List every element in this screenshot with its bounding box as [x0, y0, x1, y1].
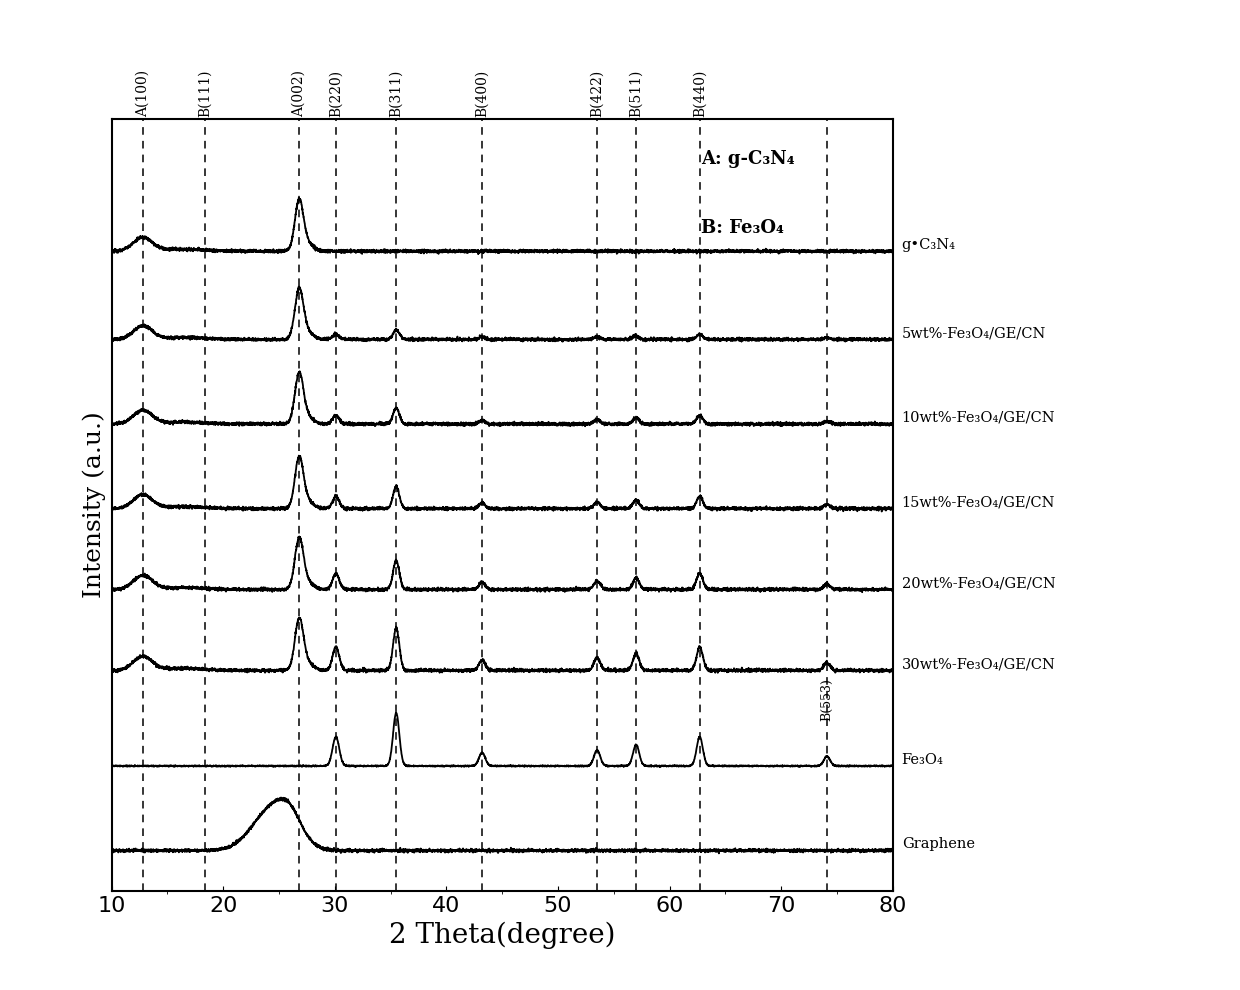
Y-axis label: Intensity (a.u.): Intensity (a.u.) [83, 412, 107, 598]
Text: 5wt%-Fe₃O₄/GE/CN: 5wt%-Fe₃O₄/GE/CN [901, 326, 1047, 341]
Text: B(400): B(400) [475, 70, 489, 118]
X-axis label: 2 Theta(degree): 2 Theta(degree) [389, 922, 615, 948]
Text: 20wt%-Fe₃O₄/GE/CN: 20wt%-Fe₃O₄/GE/CN [901, 576, 1055, 590]
Text: A: g-C₃N₄: A: g-C₃N₄ [702, 149, 795, 167]
Text: B(220): B(220) [329, 70, 343, 118]
Text: B(422): B(422) [590, 70, 604, 118]
Text: A(002): A(002) [293, 70, 306, 118]
Text: Fe₃O₄: Fe₃O₄ [901, 752, 944, 766]
Text: A(100): A(100) [136, 70, 150, 118]
Text: 15wt%-Fe₃O₄/GE/CN: 15wt%-Fe₃O₄/GE/CN [901, 495, 1055, 509]
Text: B(511): B(511) [629, 70, 644, 118]
Text: 30wt%-Fe₃O₄/GE/CN: 30wt%-Fe₃O₄/GE/CN [901, 657, 1055, 671]
Text: B(111): B(111) [198, 70, 212, 118]
Text: B(553): B(553) [821, 678, 833, 721]
Text: 10wt%-Fe₃O₄/GE/CN: 10wt%-Fe₃O₄/GE/CN [901, 411, 1055, 425]
Text: B(311): B(311) [389, 70, 403, 118]
Text: B(440): B(440) [693, 70, 707, 118]
Text: Graphene: Graphene [901, 838, 975, 851]
Text: B: Fe₃O₄: B: Fe₃O₄ [702, 219, 784, 238]
Text: g•C₃N₄: g•C₃N₄ [901, 238, 956, 251]
